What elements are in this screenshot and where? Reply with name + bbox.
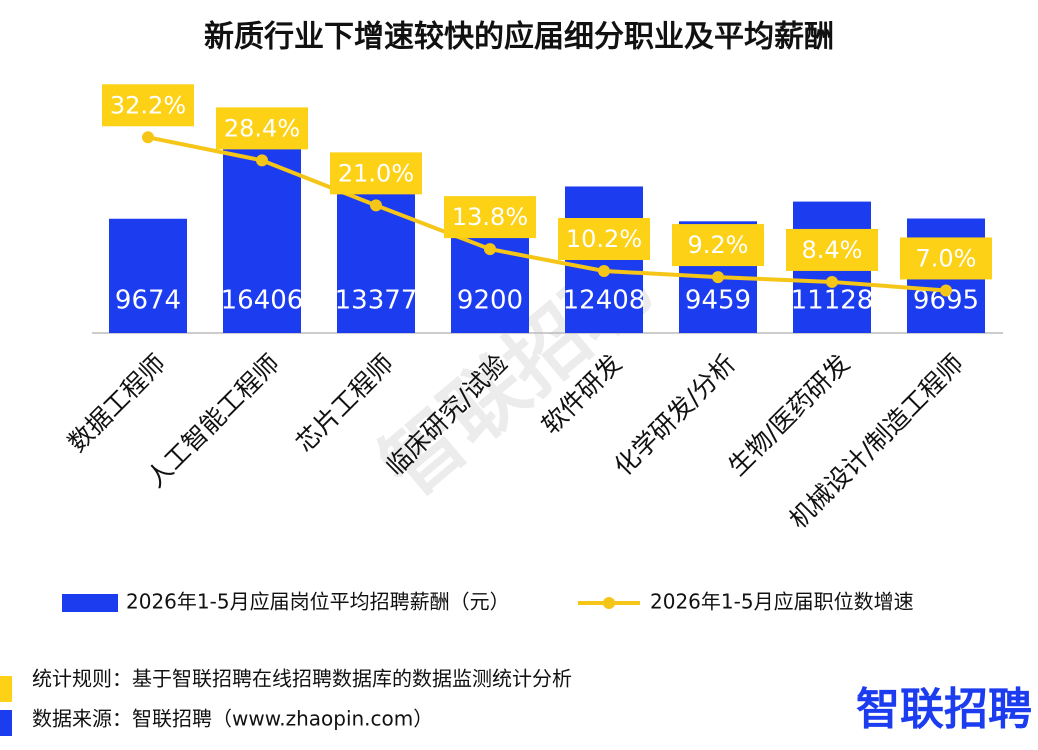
value-label-box (900, 237, 992, 280)
footer-source: 数据来源：智联招聘（www.zhaopin.com） (32, 707, 433, 731)
legend-label: 2026年1-5月应届岗位平均招聘薪酬（元） (126, 590, 510, 614)
value-label-box (786, 228, 878, 271)
line (147, 135, 947, 293)
value-label-box (558, 218, 650, 260)
logo: 智联招聘 (856, 684, 1032, 735)
legend-label: 2026年1-5月应届职位数增速 (650, 590, 914, 614)
line-point (598, 265, 610, 277)
line-value-label: 7.0% (916, 244, 977, 272)
line-value-label: 32.2% (110, 91, 186, 119)
line-point (826, 275, 838, 288)
line-value-label: 21.0% (338, 159, 414, 187)
value-label-box (216, 107, 308, 150)
line-value-label: 9.2% (688, 231, 749, 259)
value-label-box (672, 224, 764, 267)
value-label-box (330, 152, 422, 195)
line-point (256, 154, 268, 167)
footer-marker (0, 676, 12, 702)
line-point (484, 243, 496, 256)
line-point (940, 284, 952, 297)
line-point (370, 199, 382, 212)
line-point (142, 131, 154, 144)
x-tick-label: 数据工程师 (62, 349, 171, 458)
legend-swatch (603, 597, 615, 609)
value-label-box (444, 196, 536, 239)
bar-value-label: 9200 (457, 286, 523, 316)
line-value-label: 10.2% (566, 225, 642, 253)
bar-value-label: 9459 (685, 286, 751, 316)
footer-rule: 统计规则：基于智联招聘在线招聘数据库的数据监测统计分析 (32, 667, 572, 691)
value-label-box (102, 84, 194, 127)
line-value-label: 28.4% (224, 114, 300, 142)
line-point (712, 271, 724, 284)
line-value-label: 13.8% (452, 203, 528, 231)
bar-value-label: 12408 (563, 286, 646, 316)
x-tick-label: 化学研发/分析 (609, 349, 742, 482)
footer-marker (0, 710, 12, 736)
bar-value-label: 13377 (335, 286, 418, 316)
bar (109, 218, 187, 333)
bar-value-label: 9674 (115, 286, 181, 316)
bar-value-label: 11128 (791, 286, 874, 316)
bar (451, 224, 529, 333)
bar-value-label: 16406 (221, 286, 304, 316)
chart-title: 新质行业下增速较快的应届细分职业及平均薪酬 (204, 20, 834, 55)
line-value-label: 8.4% (802, 236, 863, 264)
legend-swatch (62, 594, 118, 612)
